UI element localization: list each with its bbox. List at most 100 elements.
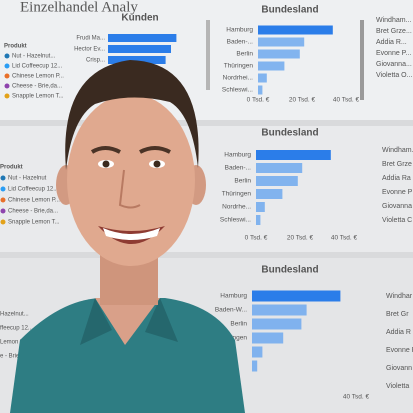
panel-title: Bundesland [261, 5, 318, 16]
legend-marker [4, 63, 10, 69]
legend-marker [0, 186, 6, 192]
name-label: Windhar [386, 293, 413, 300]
legend-label: Cheese - Brie,da... [12, 84, 62, 90]
name-label: Giovann [386, 365, 412, 372]
legend-marker [0, 208, 6, 214]
name-label: Evonne P [382, 189, 413, 196]
category-label: Hamburg [224, 152, 251, 159]
bar [108, 34, 177, 42]
category-label: Hamburg [226, 27, 253, 34]
bar [252, 360, 258, 372]
panel-title: Bundesland [261, 265, 318, 276]
scrollbar [360, 20, 364, 100]
name-label: Addia R [386, 329, 411, 336]
legend-marker [4, 93, 10, 99]
legend-label: Nut - Hazelnut [8, 176, 47, 182]
category-label: Nordrhei... [223, 75, 254, 82]
legend-label: Snapple Lemon T... [12, 94, 64, 100]
legend-label: Cheese - Brie,da... [8, 209, 58, 215]
scrollbar [206, 20, 210, 90]
bar [256, 189, 283, 199]
legend-title: Produkt [4, 44, 27, 50]
name-label: Evonne P [386, 347, 413, 354]
bar [252, 290, 341, 302]
bar [252, 304, 307, 316]
panel-title: Bundesland [261, 128, 318, 139]
name-label: Giovanna... [376, 61, 412, 68]
legend-marker [4, 73, 10, 79]
x-tick-label: 20 Tsd. € [289, 97, 316, 104]
bar [258, 85, 263, 95]
bar [108, 45, 171, 53]
x-tick-label: 40 Tsd. € [343, 394, 370, 401]
category-label: ringen [229, 335, 247, 342]
name-label: Windham... [382, 147, 413, 154]
bar [256, 163, 303, 173]
name-label: Giovanna [382, 203, 412, 210]
bar [256, 215, 261, 225]
legend-label: Hazelnut... [0, 312, 29, 318]
x-tick-label: 0 Tsd. € [247, 97, 270, 104]
name-label: Bret Grze... [376, 28, 412, 35]
bar [258, 61, 285, 71]
category-label: Frudi Ma... [76, 36, 105, 42]
name-label: Violetta C [382, 217, 412, 224]
legend-label: Lemon P... [0, 340, 29, 346]
bar [256, 150, 331, 160]
x-tick-label: 20 Tsd. € [287, 235, 314, 242]
name-label: Violetta [386, 383, 409, 390]
panel-title: Kunden [121, 13, 158, 24]
legend-title: Produkt [0, 165, 23, 171]
name-label: Bret Gr [386, 311, 409, 318]
category-label: Thüringen [224, 63, 254, 70]
category-label: Hamburg [220, 293, 247, 300]
x-tick-label: 40 Tsd. € [331, 235, 358, 242]
legend-marker [0, 197, 6, 203]
x-tick-label: 40 Tsd. € [333, 97, 360, 104]
bar [258, 37, 305, 47]
name-label: Evonne P... [376, 50, 411, 57]
bar [252, 318, 302, 330]
category-label: Berlin [234, 178, 251, 185]
bar [256, 176, 298, 186]
person [10, 60, 245, 413]
legend-label: Lid Coffeecup 12... [8, 187, 59, 193]
name-label: Addia R... [376, 39, 407, 46]
category-label: Baden-W... [215, 307, 247, 314]
bar [252, 346, 263, 358]
legend-marker [0, 219, 6, 225]
bar [256, 202, 265, 212]
legend-label: Nut - Hazelnut... [12, 54, 56, 60]
category-label: Crisp... [86, 58, 105, 64]
category-label: Schleswi... [222, 87, 253, 94]
legend-label: Lid Coffeecup 12... [12, 64, 63, 70]
name-label: Bret Grze [382, 161, 412, 168]
legend-label: ffeecup 12... [0, 326, 33, 332]
category-label: Berlin [236, 51, 253, 58]
name-label: Violetta O... [376, 72, 413, 79]
legend-label: Chinese Lemon P... [8, 198, 60, 204]
category-label: Schleswi... [220, 217, 251, 224]
legend-marker [0, 175, 6, 181]
legend-marker [4, 83, 10, 89]
category-label: Baden-... [225, 165, 252, 172]
bar [258, 49, 300, 59]
page-title: Einzelhandel Analy [20, 0, 138, 15]
bar [252, 332, 284, 344]
category-label: Baden-... [227, 39, 254, 46]
bar [258, 25, 333, 35]
legend-marker [4, 53, 10, 59]
name-label: Addia Ra [382, 175, 411, 182]
legend-label: Chinese Lemon P... [12, 74, 64, 80]
category-label: Hector Ev... [74, 47, 105, 53]
bar [108, 56, 166, 64]
legend-label: Snapple Lemon T... [8, 220, 60, 226]
category-label: Thüringen [222, 191, 252, 198]
x-tick-label: 0 Tsd. € [245, 235, 268, 242]
category-label: Berlin [230, 321, 247, 328]
name-label: Windham... [376, 17, 411, 24]
bar [258, 73, 267, 83]
legend-label: e - Brie,da... [0, 354, 33, 360]
category-label: Nordrhe... [222, 204, 251, 211]
